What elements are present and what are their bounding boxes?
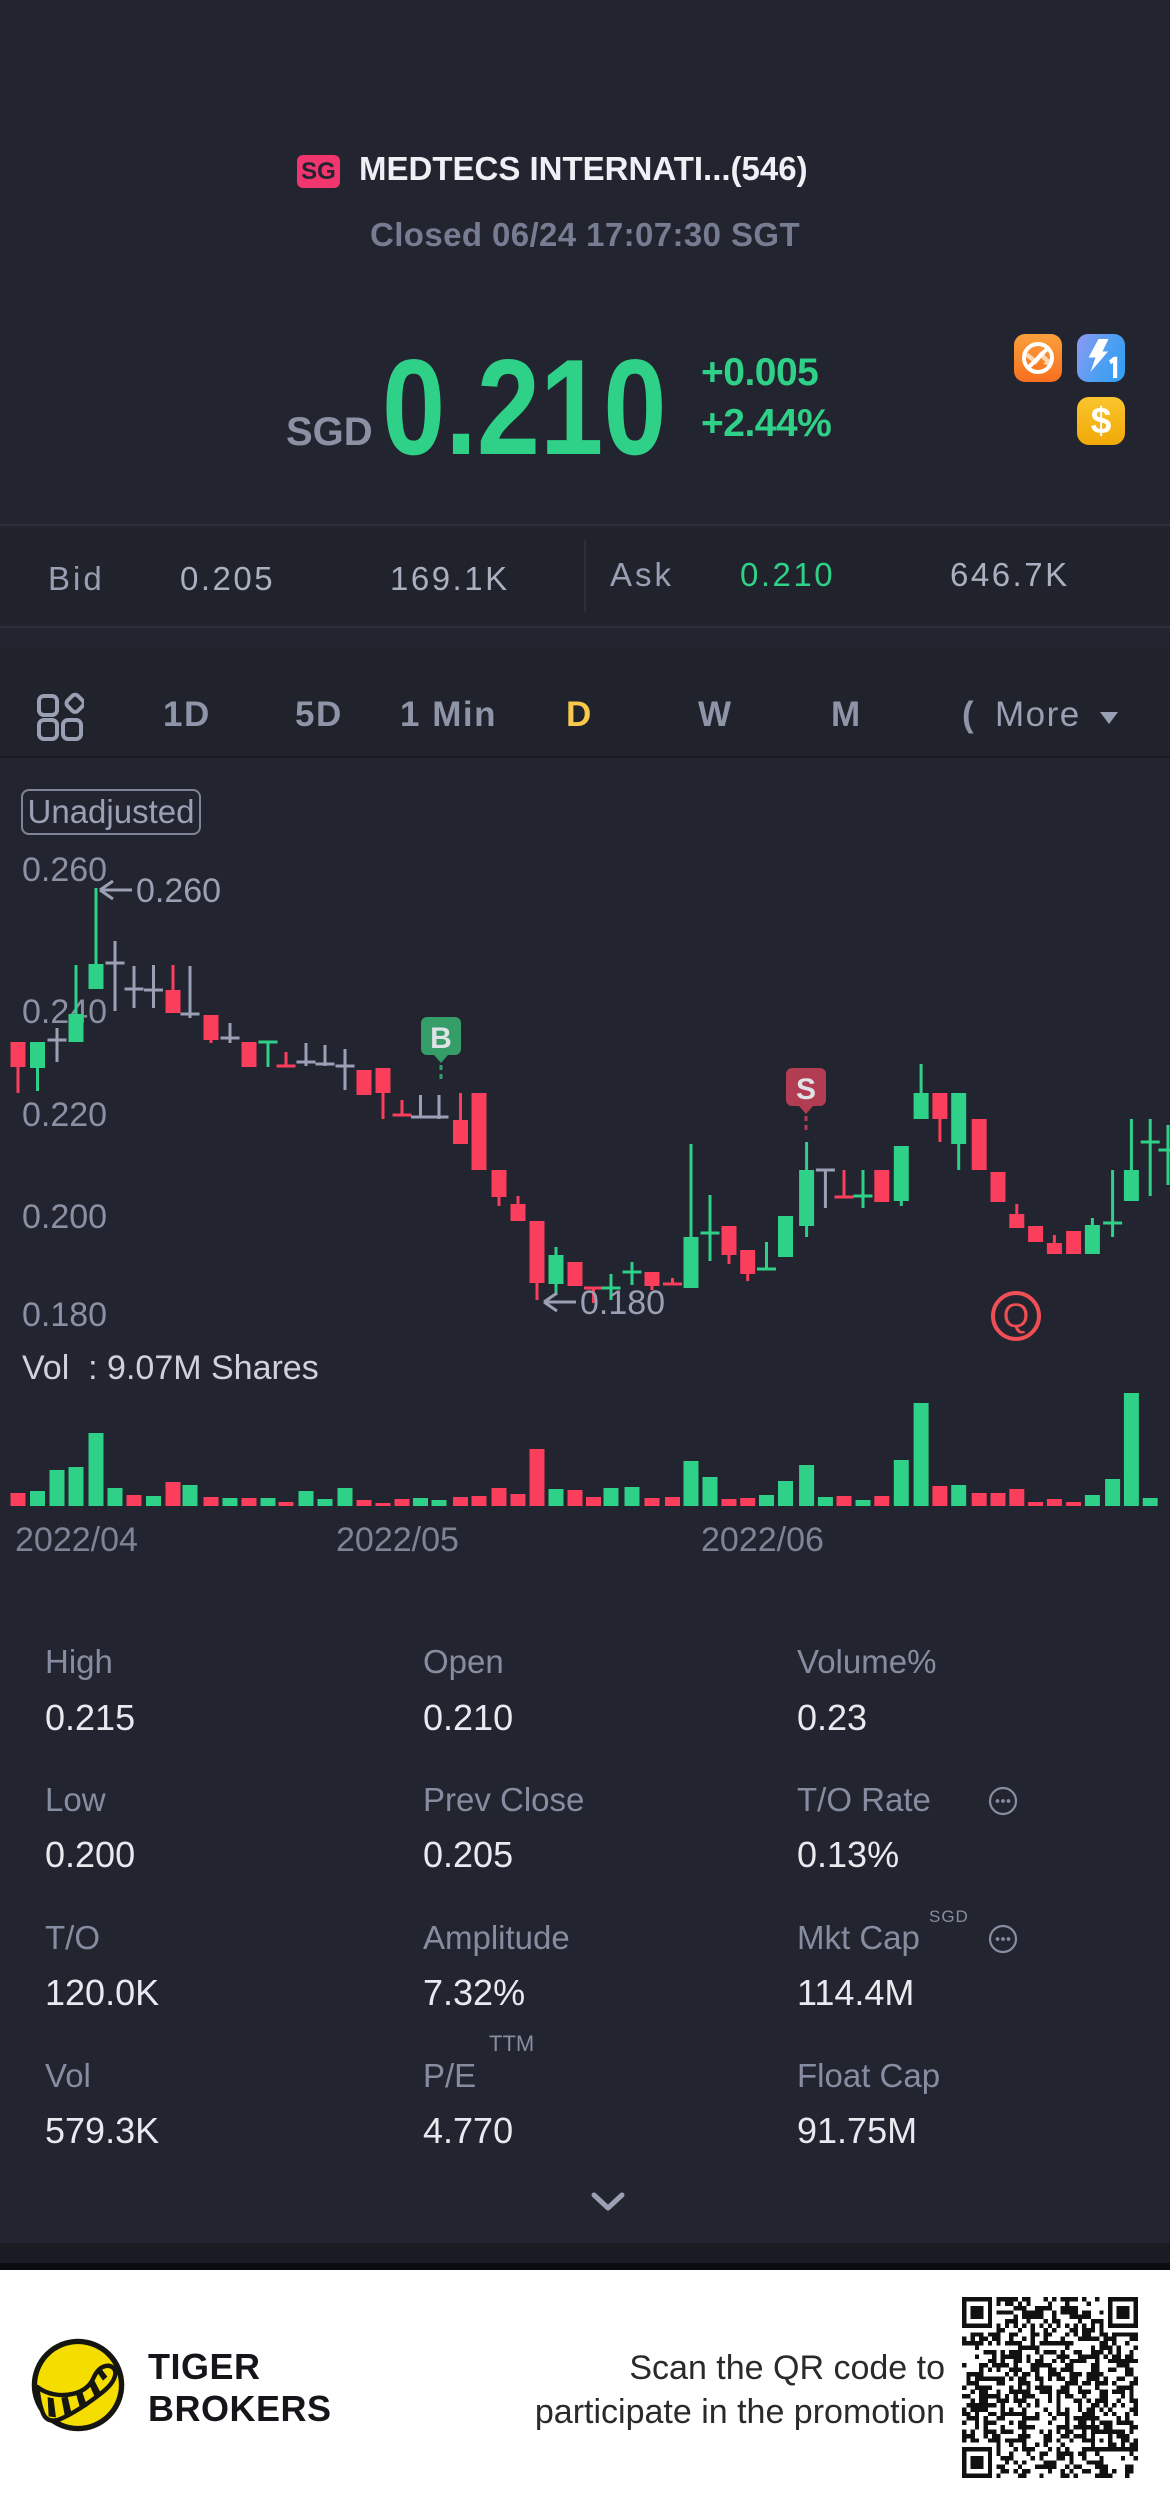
svg-text:B: B bbox=[430, 1022, 452, 1055]
svg-text:S: S bbox=[796, 1073, 816, 1106]
svg-text:0.180: 0.180 bbox=[580, 1284, 665, 1322]
svg-text:0.260: 0.260 bbox=[136, 872, 221, 910]
